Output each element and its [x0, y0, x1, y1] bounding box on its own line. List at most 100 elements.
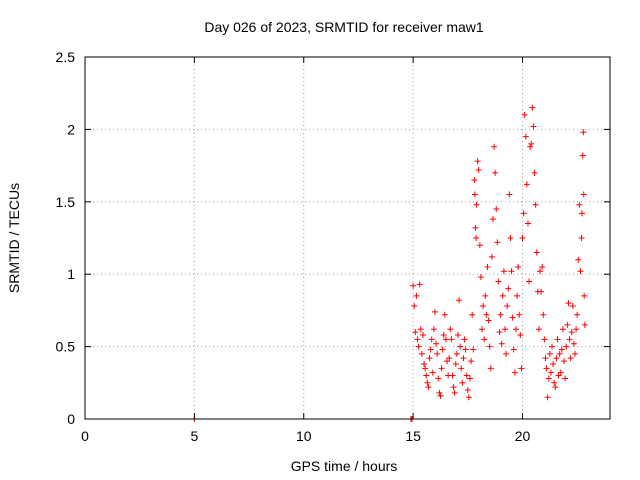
data-point [484, 263, 491, 270]
data-point [460, 355, 467, 362]
data-point [553, 355, 560, 362]
data-point [471, 191, 478, 198]
data-point [489, 216, 496, 223]
data-point [561, 358, 568, 365]
y-tick-label: 0.5 [56, 339, 76, 355]
data-point [427, 346, 434, 353]
data-point [581, 292, 588, 299]
data-point [492, 169, 499, 176]
data-point [430, 326, 437, 333]
data-point [437, 392, 444, 399]
x-tick-label: 10 [296, 428, 312, 444]
data-point [527, 143, 534, 150]
y-tick-label: 1 [67, 266, 75, 282]
data-point [469, 311, 476, 318]
data-point [475, 166, 482, 173]
axis-ticks: 0 5 10 15 20 0 0.5 1 1.5 2 2.5 [56, 49, 610, 444]
data-point [550, 360, 557, 367]
data-point [432, 308, 438, 315]
data-point [530, 123, 537, 130]
x-tick-label: 5 [190, 428, 198, 444]
data-point [473, 235, 480, 241]
data-point [495, 278, 502, 285]
data-point [546, 350, 553, 357]
data-point [564, 321, 571, 328]
data-point [533, 249, 540, 256]
data-point [499, 292, 506, 299]
data-point [488, 253, 495, 260]
data-point [520, 210, 527, 217]
data-point [450, 384, 457, 391]
data-point [557, 369, 564, 376]
data-point [448, 336, 455, 343]
data-point [556, 350, 563, 357]
data-point [572, 350, 578, 357]
x-tick-label: 15 [405, 428, 421, 444]
data-point [451, 389, 458, 396]
data-point [416, 281, 423, 288]
data-point [468, 358, 475, 365]
y-tick-label: 0 [67, 411, 75, 427]
data-point [521, 111, 528, 118]
data-point [515, 263, 522, 270]
data-point [579, 210, 585, 217]
data-point [506, 191, 513, 198]
data-point [523, 181, 530, 188]
data-point [457, 343, 464, 350]
data-point [486, 343, 493, 350]
data-point [508, 268, 515, 275]
data-point [532, 201, 539, 208]
data-point [467, 375, 473, 382]
data-point [480, 303, 487, 310]
data-points [191, 104, 588, 422]
data-point [514, 292, 521, 299]
data-point [413, 292, 420, 299]
data-point [496, 329, 503, 336]
x-tick-label: 0 [81, 428, 89, 444]
data-point [502, 326, 508, 333]
data-point [531, 169, 538, 176]
data-point [423, 372, 430, 379]
data-point [473, 201, 480, 208]
data-point [516, 311, 523, 318]
data-point [540, 311, 547, 318]
data-point [421, 360, 428, 367]
data-point [522, 133, 529, 140]
data-point [459, 379, 466, 386]
data-point [446, 355, 453, 362]
data-point [440, 332, 447, 339]
data-point [449, 372, 456, 379]
data-point [454, 332, 461, 339]
data-point [552, 384, 559, 391]
data-point [485, 317, 492, 324]
chart-title: Day 026 of 2023, SRMTID for receiver maw… [204, 19, 484, 35]
data-point [529, 104, 536, 111]
data-point [504, 303, 511, 310]
data-point [581, 321, 588, 328]
data-point [539, 263, 546, 270]
data-point [510, 346, 517, 353]
data-point [569, 303, 576, 310]
data-point [570, 340, 577, 347]
data-point [565, 300, 572, 307]
data-point [412, 329, 419, 336]
data-point [542, 355, 549, 362]
data-point [435, 375, 442, 382]
y-tick-label: 2.5 [56, 49, 76, 65]
data-point [436, 389, 443, 396]
data-point [535, 326, 542, 333]
data-point [461, 336, 468, 343]
data-point [567, 355, 574, 362]
y-tick-label: 1.5 [56, 194, 76, 210]
data-point [503, 350, 510, 357]
data-point [559, 326, 566, 333]
data-point [568, 329, 575, 336]
data-point [483, 311, 490, 318]
data-point [547, 369, 554, 376]
data-point [505, 285, 512, 292]
data-point [487, 365, 494, 372]
data-point [558, 346, 565, 353]
data-point [538, 288, 545, 295]
data-point [453, 350, 460, 357]
data-point [554, 336, 561, 343]
